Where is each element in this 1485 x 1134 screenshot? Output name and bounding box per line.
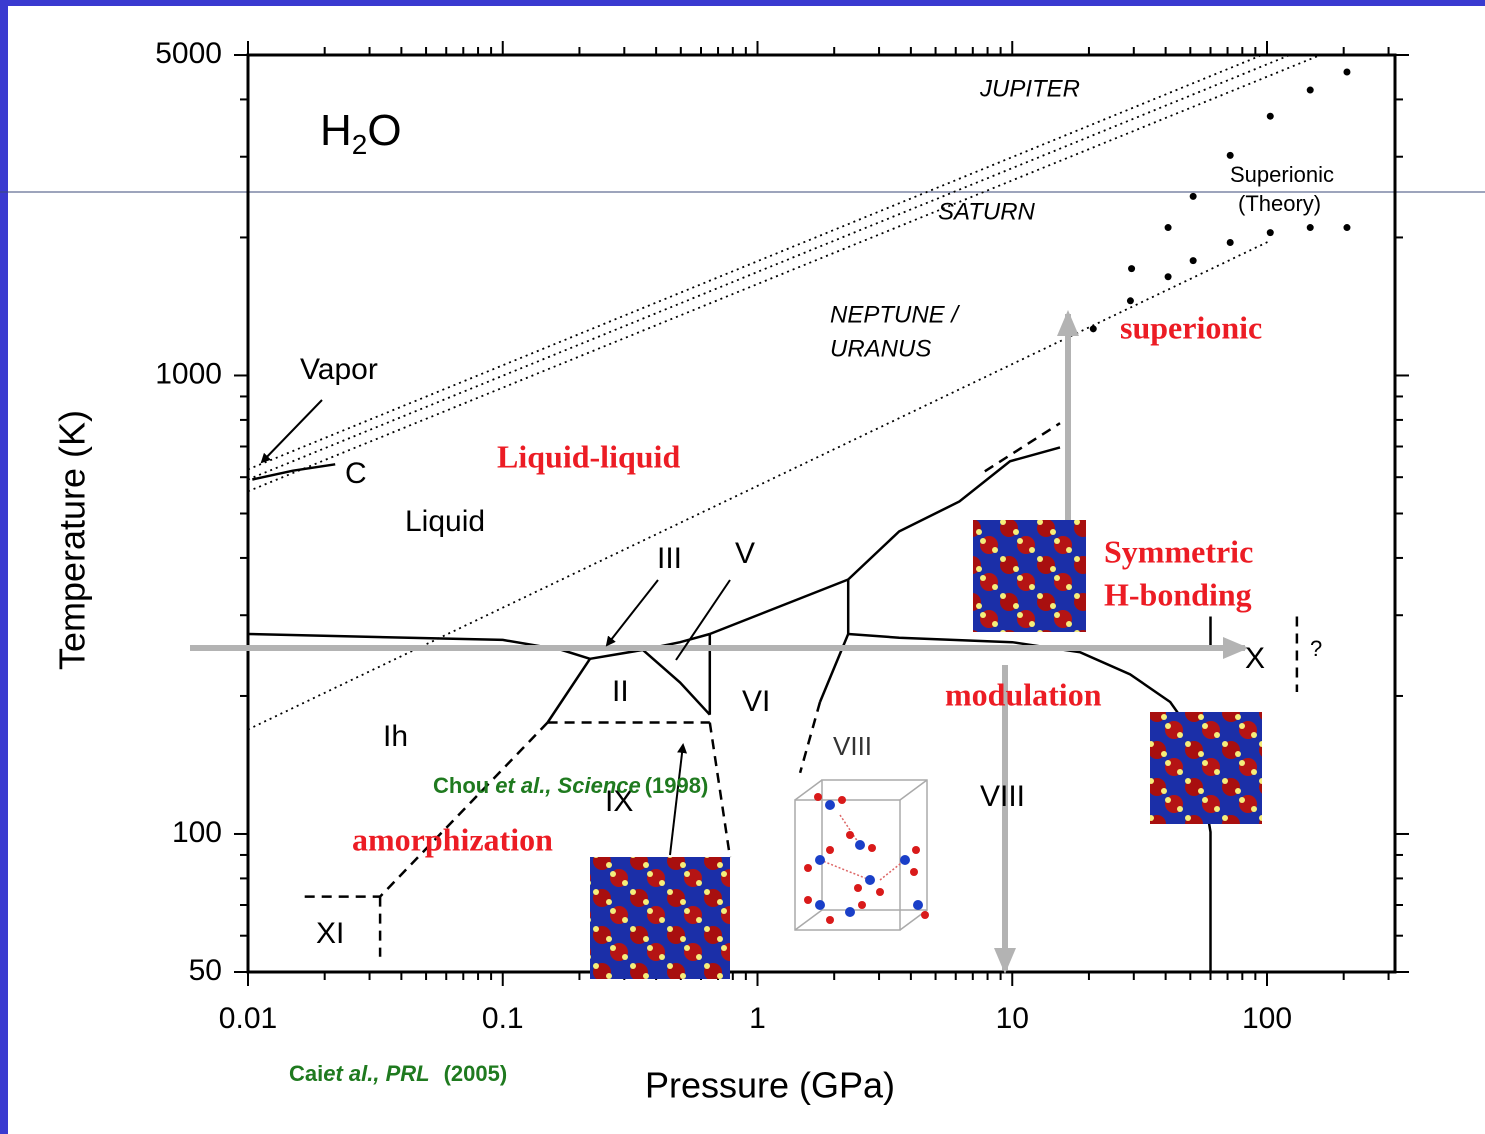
data-point	[1127, 297, 1134, 304]
x-tick-label: 0.01	[219, 1002, 277, 1035]
data-point	[1307, 224, 1314, 231]
annotation: Symmetric	[1104, 533, 1253, 569]
x-tick-label: 0.1	[482, 1002, 524, 1035]
x-tick-label: 10	[996, 1002, 1029, 1035]
formula-part: H	[320, 106, 352, 155]
data-point	[1165, 273, 1172, 280]
annotation: III	[657, 542, 682, 575]
citation-part: Cai	[289, 1061, 323, 1086]
phase-boundary	[800, 702, 820, 773]
annotation: V	[735, 537, 755, 570]
citation: Caiet al., PRL (2005)	[289, 1061, 507, 1086]
chart: 0.01 0.1 1 10 100 50 100 1000 5000 Pressure (GPa…	[0, 0, 1485, 1134]
annotation: VI	[742, 685, 770, 718]
annotation: amorphization	[352, 821, 553, 857]
annotation: ?	[1310, 636, 1322, 661]
x-axis-title: Pressure (GPa)	[645, 1065, 895, 1106]
annotation: Ih	[383, 720, 408, 753]
data-point	[1190, 257, 1197, 264]
data-point	[1090, 325, 1097, 332]
structure-image	[1150, 712, 1262, 824]
annotation: Vapor	[300, 353, 378, 386]
annotation: H-bonding	[1104, 576, 1252, 612]
citation-part: et al., Science	[495, 773, 641, 798]
annotation: Superionic	[1230, 162, 1334, 187]
annotation: XI	[316, 917, 344, 950]
pointer	[607, 580, 658, 645]
x-tick-label: 1	[749, 1002, 766, 1035]
structure-image	[590, 857, 730, 979]
phase-boundary	[985, 423, 1060, 471]
annotation: X	[1245, 642, 1265, 675]
annotation: Liquid-liquid	[497, 438, 680, 474]
border	[0, 0, 8, 1134]
data-point	[1128, 265, 1135, 272]
phase-boundary	[248, 55, 1320, 491]
formula-part: 2	[352, 129, 368, 160]
annotation: modulation	[945, 676, 1102, 712]
data-point	[1227, 239, 1234, 246]
annotation: II	[612, 675, 629, 708]
annotation: URANUS	[830, 335, 931, 362]
y-tick-label: 5000	[155, 37, 222, 70]
annotation: (Theory)	[1238, 191, 1321, 216]
x-tick-label: 100	[1242, 1002, 1292, 1035]
data-point	[1190, 193, 1197, 200]
data-point	[1343, 224, 1350, 231]
pointer	[670, 745, 683, 855]
phase-boundary	[820, 634, 848, 702]
citation-part: (2005)	[444, 1061, 508, 1086]
data-point	[1267, 113, 1274, 120]
citation-part: et al., PRL	[323, 1061, 429, 1086]
citation-part: (1998)	[645, 773, 709, 798]
annotation: SATURN	[938, 198, 1036, 225]
border	[0, 0, 1485, 6]
structure-image	[973, 520, 1086, 632]
pointer	[262, 400, 322, 462]
phase-boundary	[710, 723, 730, 858]
annotation: VIII	[980, 780, 1025, 813]
y-tick-label: 100	[172, 816, 222, 849]
annotation: superionic	[1120, 309, 1262, 345]
data-point	[1165, 224, 1172, 231]
phase-boundary	[248, 241, 1270, 730]
y-tick-label: 1000	[155, 357, 222, 390]
formula-part: O	[367, 106, 401, 155]
citation-part: Chou	[433, 773, 489, 798]
data-point	[1227, 152, 1234, 159]
data-point	[1267, 229, 1274, 236]
structure-image	[795, 780, 929, 930]
data-point	[1343, 69, 1350, 76]
phase-boundary	[548, 659, 590, 723]
annotation: NEPTUNE /	[830, 301, 960, 328]
phase-boundary	[710, 580, 848, 635]
formula: H2O	[320, 106, 402, 161]
y-tick-label: 50	[189, 954, 222, 987]
annotation: Liquid	[405, 505, 485, 538]
annotation: VIII	[833, 731, 872, 761]
data-point	[1307, 87, 1314, 94]
y-axis-title: Temperature (K)	[52, 410, 93, 670]
annotation: JUPITER	[979, 75, 1080, 102]
annotation: C	[345, 457, 367, 490]
